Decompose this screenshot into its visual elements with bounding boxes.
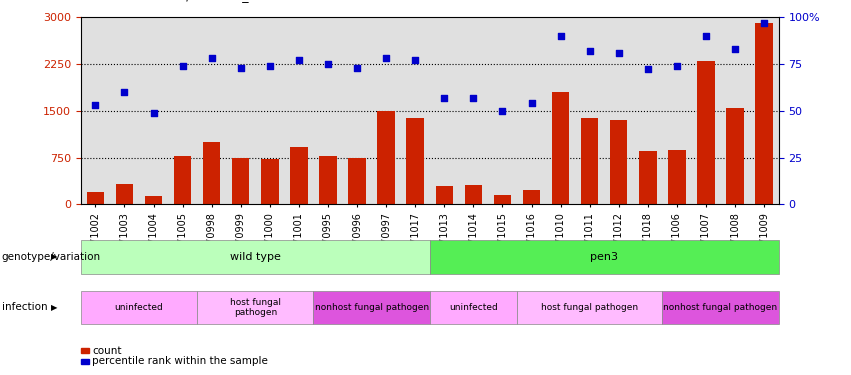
Bar xyxy=(87,192,104,204)
Text: wild type: wild type xyxy=(230,252,281,262)
Point xyxy=(408,57,422,63)
Bar xyxy=(668,150,686,204)
Bar xyxy=(232,158,249,204)
Bar xyxy=(116,184,133,204)
Bar xyxy=(436,186,453,204)
Text: nonhost fungal pathogen: nonhost fungal pathogen xyxy=(315,303,429,312)
Text: host fungal
pathogen: host fungal pathogen xyxy=(230,298,281,317)
Bar xyxy=(581,118,598,204)
Text: nonhost fungal pathogen: nonhost fungal pathogen xyxy=(664,303,778,312)
Bar xyxy=(551,92,569,204)
Bar xyxy=(174,156,191,204)
Text: host fungal pathogen: host fungal pathogen xyxy=(541,303,638,312)
Bar xyxy=(145,196,163,204)
Point xyxy=(612,50,625,55)
Text: count: count xyxy=(92,346,122,355)
Bar xyxy=(319,156,337,204)
Text: percentile rank within the sample: percentile rank within the sample xyxy=(92,356,268,366)
Bar xyxy=(203,142,220,204)
Text: pen3: pen3 xyxy=(591,252,618,262)
Point xyxy=(583,48,597,54)
Point xyxy=(89,102,102,108)
Point xyxy=(670,63,683,69)
Text: ▶: ▶ xyxy=(51,303,58,312)
Point xyxy=(321,61,334,67)
Point xyxy=(495,108,509,114)
Bar xyxy=(523,190,540,204)
Point xyxy=(146,110,160,116)
Point xyxy=(466,94,480,100)
Text: uninfected: uninfected xyxy=(449,303,498,312)
Point xyxy=(554,33,568,39)
Text: uninfected: uninfected xyxy=(115,303,163,312)
Point xyxy=(757,20,771,26)
Point xyxy=(700,33,713,39)
Point xyxy=(641,66,654,72)
Point xyxy=(380,55,393,61)
Bar xyxy=(639,151,657,204)
Text: infection: infection xyxy=(2,303,48,312)
Bar xyxy=(407,118,424,204)
Bar xyxy=(290,147,308,204)
Bar xyxy=(494,195,511,204)
Bar xyxy=(727,108,744,204)
Bar xyxy=(465,185,482,204)
Text: genotype/variation: genotype/variation xyxy=(2,252,100,262)
Point xyxy=(117,89,131,95)
Bar xyxy=(348,158,366,204)
Bar xyxy=(261,159,278,204)
Point xyxy=(525,100,539,106)
Bar xyxy=(610,120,627,204)
Bar xyxy=(378,111,395,204)
Point xyxy=(234,64,248,70)
Bar xyxy=(756,23,773,204)
Point xyxy=(176,63,190,69)
Text: ▶: ▶ xyxy=(51,252,58,261)
Point xyxy=(292,57,306,63)
Text: GDS1785 / 254805_at: GDS1785 / 254805_at xyxy=(123,0,261,2)
Point xyxy=(205,55,219,61)
Point xyxy=(351,64,364,70)
Point xyxy=(437,94,451,100)
Bar xyxy=(697,61,715,204)
Point xyxy=(263,63,277,69)
Point xyxy=(728,46,742,52)
